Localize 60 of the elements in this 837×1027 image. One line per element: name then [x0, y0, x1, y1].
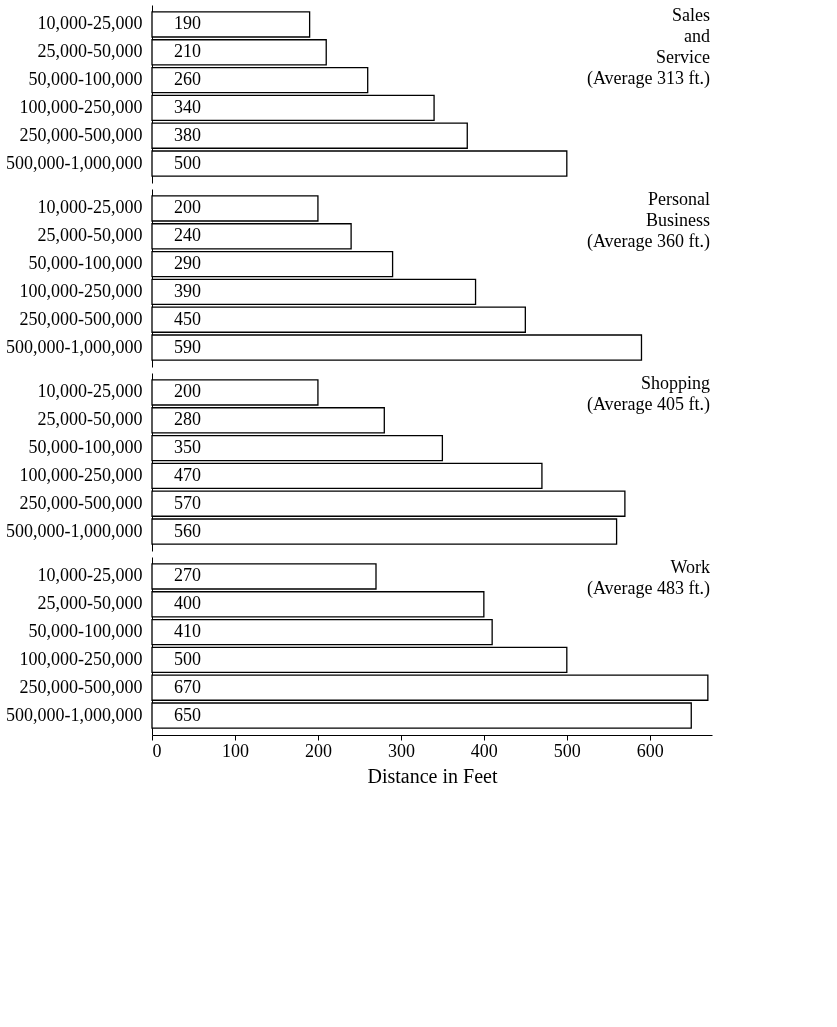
y-tick-label: 25,000-50,000 — [37, 593, 143, 614]
data-label: 210 — [174, 41, 201, 62]
y-tick-label: 10,000-25,000 — [37, 565, 143, 586]
y-tick-label: 25,000-50,000 — [37, 41, 143, 62]
data-label: 650 — [174, 704, 201, 725]
data-label: 500 — [174, 648, 201, 669]
y-tick-label: 100,000-250,000 — [19, 96, 143, 117]
y-tick-label: 250,000-500,000 — [19, 124, 143, 145]
annotation: Personal Business (Average 360 ft.) — [586, 189, 710, 252]
data-label: 500 — [174, 152, 201, 173]
data-label: 340 — [174, 96, 201, 117]
y-tick-label: 100,000-250,000 — [19, 464, 143, 485]
data-label: 590 — [174, 336, 201, 357]
data-label: 470 — [174, 464, 201, 485]
y-tick-label: 25,000-50,000 — [37, 225, 143, 246]
y-tick-label: 50,000-100,000 — [28, 437, 143, 458]
annotation: Shopping (Average 405 ft.) — [586, 373, 710, 415]
x-tick-label: 400 — [470, 740, 498, 761]
data-label: 280 — [174, 409, 201, 430]
data-label: 560 — [174, 520, 201, 541]
y-tick-label: 10,000-25,000 — [37, 197, 143, 218]
data-label: 260 — [174, 69, 201, 90]
x-tick-label: 300 — [387, 740, 415, 761]
data-label: 240 — [174, 225, 201, 246]
data-label: 190 — [174, 13, 201, 34]
data-label: 400 — [174, 593, 201, 614]
annotation: Work (Average 483 ft.) — [586, 557, 710, 599]
y-tick-label: 100,000-250,000 — [19, 280, 143, 301]
data-label: 350 — [174, 437, 201, 458]
y-tick-label: 100,000-250,000 — [19, 648, 143, 669]
data-label: 380 — [174, 124, 201, 145]
x-tick-label: 0 — [152, 740, 162, 761]
data-label: 410 — [174, 621, 201, 642]
y-tick-label: 10,000-25,000 — [37, 381, 143, 402]
y-tick-label: 500,000-1,000,000 — [6, 336, 143, 357]
x-tick-label: 100 — [221, 740, 249, 761]
data-label: 670 — [174, 676, 201, 697]
data-label: 270 — [174, 565, 201, 586]
y-tick-label: 500,000-1,000,000 — [6, 704, 143, 725]
y-tick-label: 500,000-1,000,000 — [6, 152, 143, 173]
y-tick-label: 50,000-100,000 — [28, 253, 143, 274]
x-tick-label: 200 — [304, 740, 332, 761]
data-label: 570 — [174, 492, 201, 513]
data-label: 450 — [174, 308, 201, 329]
x-axis-title: Distance in Feet — [367, 764, 498, 787]
y-tick-label: 250,000-500,000 — [19, 492, 143, 513]
data-label: 200 — [174, 197, 201, 218]
data-label: 390 — [174, 280, 201, 301]
y-tick-label: 10,000-25,000 — [37, 13, 143, 34]
x-tick-label: 500 — [553, 740, 581, 761]
y-tick-label: 500,000-1,000,000 — [6, 520, 143, 541]
data-label: 290 — [174, 253, 201, 274]
y-tick-label: 250,000-500,000 — [19, 308, 143, 329]
text: Sales and Service (Average 313 ft.) — [586, 5, 710, 89]
data-label: 200 — [174, 381, 201, 402]
y-tick-label: 50,000-100,000 — [28, 621, 143, 642]
y-tick-label: 25,000-50,000 — [37, 409, 143, 430]
y-tick-label: 50,000-100,000 — [28, 69, 143, 90]
y-tick-label: 250,000-500,000 — [19, 676, 143, 697]
x-tick-label: 600 — [636, 740, 664, 761]
